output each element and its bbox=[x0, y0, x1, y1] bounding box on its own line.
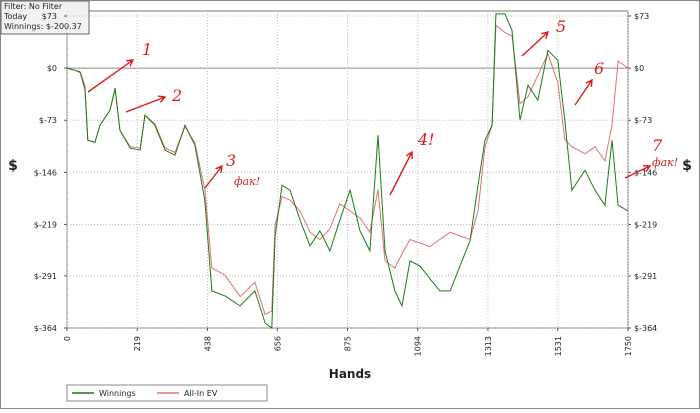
annotation: фак! bbox=[652, 156, 678, 169]
annotation-arrow bbox=[624, 164, 652, 179]
legend-label: Winnings bbox=[99, 389, 136, 398]
annotation-arrow bbox=[204, 164, 223, 189]
y-axis-label: $ bbox=[8, 158, 18, 174]
annotation: 4! bbox=[417, 130, 435, 149]
annotation-arrow bbox=[125, 95, 167, 113]
y-tick-label: $73 bbox=[42, 12, 57, 21]
y-tick-label-right: $-146 bbox=[634, 168, 657, 177]
annotation: 7 bbox=[652, 136, 663, 155]
y-tick-label-right: $73 bbox=[634, 12, 649, 21]
x-tick-label: 1531 bbox=[554, 336, 563, 356]
y-tick-label-right: $-364 bbox=[634, 324, 657, 333]
legend-label: All-In EV bbox=[184, 389, 218, 398]
info-period: Today bbox=[3, 12, 27, 21]
series-line bbox=[66, 24, 629, 316]
annotation: 6 bbox=[594, 59, 604, 78]
x-axis-label: Hands bbox=[329, 367, 371, 381]
x-tick-label: 438 bbox=[203, 336, 212, 351]
annotation-arrow bbox=[574, 78, 593, 106]
x-tick-label: 219 bbox=[133, 336, 142, 351]
x-tick-label: 875 bbox=[344, 336, 353, 351]
y-tick-label: $-291 bbox=[34, 272, 57, 281]
y-tick-label-right: $-73 bbox=[634, 116, 652, 125]
x-tick-label: 656 bbox=[273, 336, 282, 351]
info-winnings: Winnings: $-200.37 bbox=[4, 22, 82, 31]
annotation: фак! bbox=[234, 175, 260, 188]
annotation: 1 bbox=[142, 40, 152, 59]
series-line bbox=[66, 13, 629, 329]
annotation: 3 bbox=[226, 151, 236, 170]
y-tick-label: $-364 bbox=[34, 324, 57, 333]
y-tick-label: $0 bbox=[47, 64, 57, 73]
x-tick-label: 1094 bbox=[414, 336, 423, 356]
y-tick-label-right: $-219 bbox=[634, 220, 657, 229]
annotation-arrow bbox=[389, 150, 413, 196]
annotation: 2 bbox=[171, 86, 182, 105]
annotation-arrow bbox=[87, 59, 135, 93]
y-tick-label: $-146 bbox=[34, 168, 57, 177]
info-filter: Filter: No Filter bbox=[4, 2, 63, 11]
y-tick-label-right: $-291 bbox=[634, 272, 657, 281]
info-box bbox=[0, 0, 90, 35]
y-tick-label: $-219 bbox=[34, 220, 57, 229]
y-tick-label: $-73 bbox=[39, 116, 57, 125]
y-axis-label-right: $ bbox=[682, 158, 692, 174]
annotation: 5 bbox=[556, 17, 566, 36]
annotation-arrow bbox=[521, 31, 550, 57]
x-tick-label: 1313 bbox=[484, 336, 493, 356]
x-tick-label: 0 bbox=[63, 336, 72, 341]
y-tick-label-right: $0 bbox=[634, 64, 644, 73]
x-tick-label: 1750 bbox=[624, 336, 633, 356]
